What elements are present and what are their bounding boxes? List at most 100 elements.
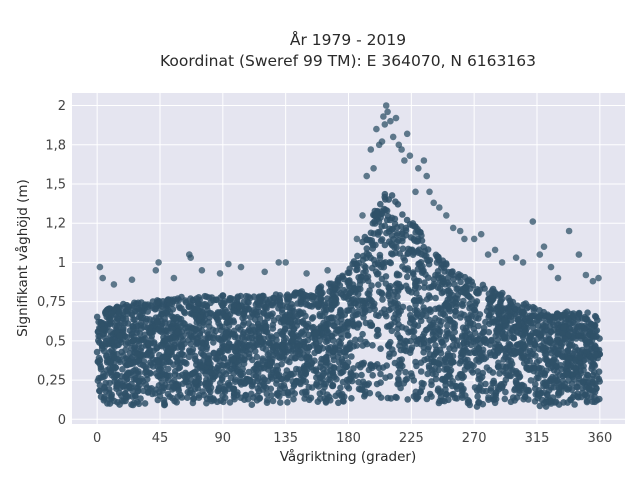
- data-point: [305, 354, 313, 362]
- data-point: [260, 292, 267, 300]
- data-point: [459, 300, 466, 308]
- data-point: [189, 370, 196, 378]
- data-point: [171, 367, 179, 375]
- data-point: [138, 325, 145, 332]
- data-point: [564, 346, 572, 354]
- scatter-points: [93, 102, 604, 410]
- data-point: [477, 350, 484, 358]
- data-point: [273, 380, 280, 387]
- data-point: [288, 336, 296, 344]
- data-point: [316, 312, 324, 320]
- data-point: [261, 268, 269, 276]
- data-point: [497, 344, 505, 352]
- data-point: [459, 394, 466, 402]
- data-point: [128, 384, 135, 392]
- data-point: [394, 293, 401, 300]
- data-point: [596, 395, 603, 403]
- data-point: [309, 293, 317, 301]
- data-point: [575, 372, 582, 380]
- data-point: [425, 292, 433, 299]
- data-point: [471, 349, 479, 357]
- data-point: [458, 371, 466, 379]
- data-point: [329, 382, 336, 390]
- data-point: [409, 269, 417, 276]
- data-point: [190, 395, 198, 402]
- data-point: [533, 375, 540, 382]
- data-point: [304, 366, 311, 373]
- data-point: [178, 344, 186, 352]
- data-point: [418, 237, 426, 244]
- data-point: [327, 367, 335, 374]
- data-point: [592, 313, 600, 321]
- data-point: [579, 378, 587, 385]
- data-point: [379, 296, 386, 303]
- data-point: [508, 360, 516, 368]
- data-point: [237, 263, 245, 271]
- data-point: [250, 371, 257, 379]
- data-point: [100, 397, 108, 404]
- data-point: [546, 313, 553, 320]
- data-point: [284, 374, 291, 381]
- data-point: [219, 340, 226, 348]
- data-point: [398, 146, 405, 153]
- data-point: [430, 199, 438, 207]
- data-point: [489, 369, 497, 376]
- data-point: [164, 296, 172, 304]
- data-point: [559, 329, 566, 337]
- data-point: [283, 293, 290, 300]
- data-point: [435, 360, 443, 368]
- data-point: [494, 308, 502, 316]
- data-point: [108, 347, 115, 354]
- data-point: [359, 361, 367, 368]
- data-point: [139, 378, 147, 385]
- data-point: [282, 259, 290, 266]
- data-point: [128, 344, 135, 352]
- data-point: [456, 227, 464, 235]
- data-point: [475, 289, 482, 297]
- data-point: [488, 336, 495, 344]
- data-point: [232, 348, 239, 355]
- data-point: [421, 284, 428, 291]
- data-point: [424, 370, 431, 378]
- data-point: [304, 323, 311, 331]
- data-point: [338, 393, 346, 401]
- data-point: [439, 397, 446, 405]
- data-point: [415, 165, 422, 172]
- data-point: [547, 328, 555, 336]
- data-point: [588, 324, 595, 332]
- data-point: [396, 365, 404, 372]
- data-point: [286, 358, 293, 366]
- data-point: [574, 383, 581, 391]
- data-point: [378, 290, 386, 298]
- data-point: [99, 331, 107, 338]
- data-point: [191, 385, 199, 393]
- data-point: [512, 349, 520, 357]
- data-point: [269, 325, 277, 332]
- data-point: [198, 362, 206, 369]
- data-point: [263, 399, 271, 407]
- data-point: [263, 312, 271, 319]
- data-point: [250, 366, 257, 373]
- data-point: [194, 339, 202, 346]
- data-point: [156, 392, 164, 400]
- x-tick-label: 0: [93, 431, 101, 446]
- data-point: [521, 310, 528, 318]
- data-point: [557, 346, 565, 353]
- data-point: [270, 294, 277, 302]
- data-point: [387, 395, 395, 402]
- data-point: [555, 390, 562, 397]
- data-point: [376, 251, 384, 259]
- data-point: [502, 388, 509, 396]
- data-point: [418, 379, 426, 387]
- data-point: [141, 400, 149, 407]
- data-point: [202, 381, 209, 388]
- data-point: [297, 296, 305, 303]
- data-point: [213, 311, 220, 318]
- data-point: [268, 333, 275, 340]
- data-point: [394, 300, 402, 308]
- data-point: [512, 254, 520, 261]
- data-point: [543, 357, 551, 364]
- data-point: [151, 339, 158, 346]
- data-point: [122, 397, 129, 405]
- data-point: [420, 344, 428, 351]
